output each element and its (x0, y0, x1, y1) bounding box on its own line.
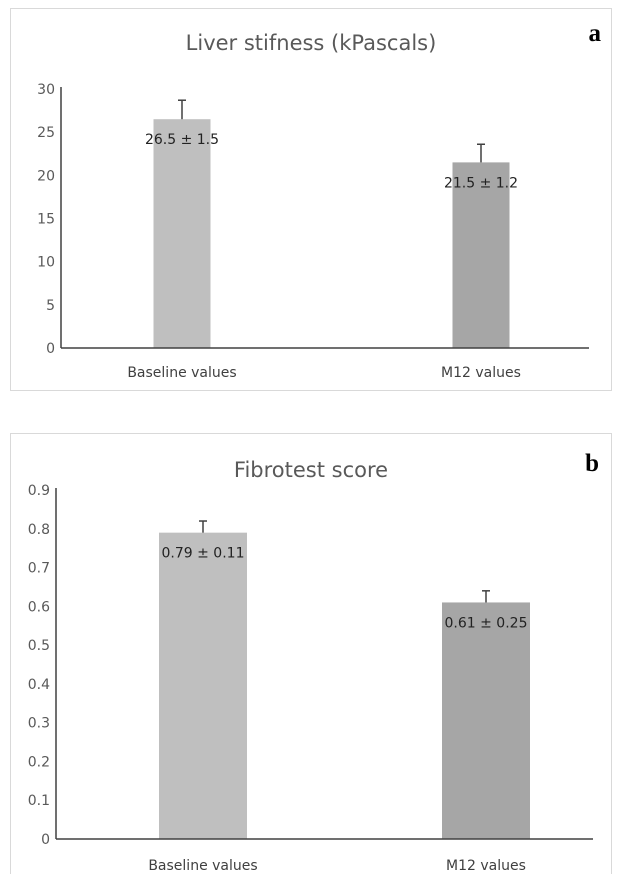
chart-panel-a: Liver stifness (kPascals) a 0 5 10 15 20 25 30… (10, 8, 612, 391)
category-label: Baseline values (148, 858, 257, 874)
y-tick-label: 5 (46, 298, 55, 314)
bar (452, 162, 510, 348)
y-tick-label: 0.8 (28, 522, 50, 538)
y-tick-label: 0.3 (28, 716, 50, 732)
y-tick-label: 20 (37, 168, 55, 184)
y-tick-label: 30 (37, 82, 55, 98)
data-label: 0.79 ± 0.11 (162, 546, 245, 562)
y-tick-label: 0 (46, 341, 55, 357)
bar-chart-plot: 0 5 10 15 20 25 30 26.5 ± 1.5 Baseline values 21.… (37, 82, 589, 381)
chart-title: Liver stifness (kPascals) (185, 31, 437, 55)
y-tick-label: 25 (37, 125, 55, 141)
category-label: M12 values (446, 858, 526, 874)
bar-chart-plot: 0 0.1 0.2 0.3 0.4 0.5 0.6 0.7 0.8 0.9 0.79 ± 0.11 B… (28, 483, 593, 874)
data-label: 26.5 ± 1.5 (145, 132, 219, 148)
y-tick-label: 0 (41, 832, 50, 848)
y-tick-label: 0.4 (28, 677, 50, 693)
panel-letter: b (585, 450, 599, 477)
y-tick-label: 15 (37, 212, 55, 228)
y-tick-label: 0.1 (28, 793, 50, 809)
y-tick-label: 0.5 (28, 638, 50, 654)
chart-panel-b: Fibrotest score b 0 0.1 0.2 0.3 0.4 0.5 0.6 0.7… (10, 433, 612, 874)
chart-title: Fibrotest score (233, 458, 389, 482)
data-label: 21.5 ± 1.2 (444, 175, 518, 191)
panel-letter: a (588, 20, 602, 47)
y-tick-label: 0.9 (28, 483, 50, 499)
bar (159, 532, 247, 839)
y-tick-label: 0.6 (28, 599, 50, 615)
bar (442, 602, 530, 839)
y-tick-label: 0.2 (28, 754, 50, 770)
category-label: Baseline values (127, 365, 236, 381)
y-tick-label: 0.7 (28, 561, 50, 577)
bar (153, 119, 211, 348)
y-tick-label: 10 (37, 255, 55, 271)
category-label: M12 values (441, 365, 521, 381)
data-label: 0.61 ± 0.25 (445, 615, 528, 631)
